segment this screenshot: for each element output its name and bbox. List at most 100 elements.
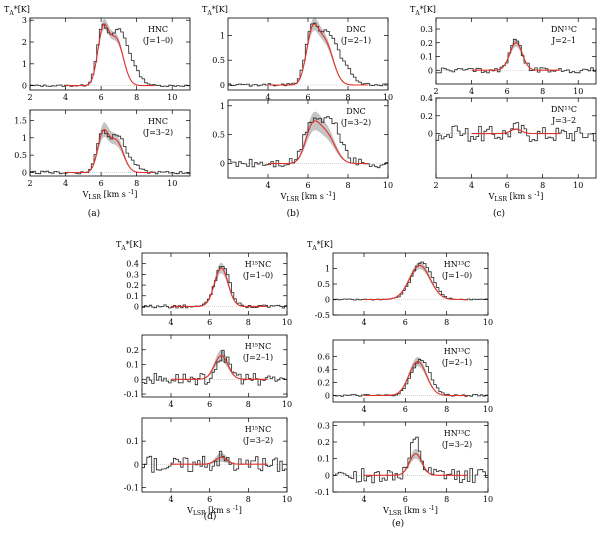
x-axis-unit-exponent: -1	[128, 189, 134, 196]
x-tick-label: 6	[99, 93, 104, 102]
x-axis-symbol: V	[382, 506, 389, 515]
observed-spectrum	[436, 122, 596, 142]
panel-c1: 2 4 6 8 10 0 0.1 0.2 0.3 DN¹³C J=2–1 TA*[K]	[410, 5, 597, 96]
species-label: HN¹³C	[444, 347, 471, 356]
x-tick-label: 6	[305, 181, 310, 190]
x-tick-label: 6	[403, 405, 408, 414]
x-axis-subscript: LSR	[494, 196, 507, 203]
x-axis-title: VLSR [km s -1]	[186, 505, 242, 517]
model-band	[142, 452, 287, 465]
y-axis-unit: *[K]	[126, 240, 142, 249]
x-tick-label: 8	[246, 400, 251, 409]
model-fit-line	[364, 264, 468, 301]
x-axis-unit-exponent: -1	[534, 191, 540, 198]
x-tick-label: 10	[383, 93, 393, 102]
x-tick-label: 8	[540, 181, 545, 190]
panel-a2: 2 4 6 8 10 0 0.5 1 1.5 HNC (J=3–2) VLSR [km s -1]	[14, 109, 191, 201]
species-label: H¹⁵NC	[245, 425, 272, 434]
plot-area	[436, 122, 596, 142]
x-tick-label: 4	[168, 318, 173, 327]
y-tick-label: 0	[220, 160, 225, 169]
y-axis-unit: *[K]	[212, 5, 228, 14]
y-axis-title: TA*[K]	[4, 5, 30, 17]
observed-spectrum	[228, 22, 388, 87]
x-axis-unit-close: ]	[134, 190, 137, 199]
x-axis-unit-exponent: -1	[429, 505, 435, 512]
x-axis-unit: [km s	[101, 190, 128, 199]
transition-label: (J=3–2)	[442, 440, 472, 449]
y-tick-label: 0	[134, 375, 139, 384]
x-tick-label: 8	[444, 495, 449, 504]
x-tick-label: 10	[167, 93, 177, 102]
y-axis-symbol: T	[202, 5, 208, 14]
species-label: DN¹³C	[551, 105, 577, 114]
plot-area	[142, 262, 287, 309]
x-tick-label: 6	[505, 181, 510, 190]
x-axis-title: VLSR [km s -1]	[280, 191, 336, 203]
plot-area	[333, 261, 488, 301]
transition-label: (J=2–1)	[442, 358, 472, 367]
x-tick-label: 8	[246, 318, 251, 327]
y-axis-subscript: A	[414, 10, 420, 17]
y-axis-title: TA*[K]	[202, 5, 228, 17]
transition-label: (J=2–1)	[341, 36, 371, 45]
x-tick-label: 2	[27, 179, 32, 188]
transition-label: (J=2–1)	[243, 353, 273, 362]
x-axis-unit: [km s	[206, 506, 233, 515]
y-tick-label: 0	[134, 302, 139, 311]
x-tick-label: 8	[444, 405, 449, 414]
species-label: HNC	[148, 25, 168, 34]
x-axis-symbol: V	[488, 192, 495, 201]
x-tick-label: 10	[383, 181, 393, 190]
x-tick-label: 10	[282, 495, 292, 504]
x-tick-label: 2	[433, 87, 438, 96]
x-tick-label: 8	[345, 181, 350, 190]
plot-area	[333, 436, 488, 484]
transition-label: (J=3–2)	[143, 128, 173, 137]
observed-spectrum	[30, 130, 190, 175]
y-tick-label: 0.2	[126, 346, 139, 355]
y-axis-symbol: T	[4, 5, 10, 14]
x-tick-label: 10	[282, 318, 292, 327]
plot-area	[142, 349, 287, 386]
x-axis-symbol: V	[82, 190, 89, 199]
panel-e1: 4 6 8 10 -0.5 0 0.5 1 HN¹³C (J=1–0) TA*[K]	[307, 240, 493, 327]
species-label: HN¹³C	[444, 429, 471, 438]
x-tick-label: 6	[403, 318, 408, 327]
x-tick-label: 10	[573, 87, 583, 96]
x-axis-unit: [km s	[402, 506, 429, 515]
y-tick-label: 0.5	[212, 131, 225, 140]
observed-spectrum	[333, 436, 488, 484]
x-tick-label: 2	[27, 93, 32, 102]
transition-label: (J=3–2)	[243, 436, 273, 445]
x-tick-label: 4	[361, 495, 366, 504]
model-fit-line	[171, 267, 268, 307]
panel-e3: 4 6 8 10 -0.1 0 0.1 0.2 0.3 HN¹³C (J=3–2) VLSR [km …	[315, 421, 494, 517]
y-tick-label: 0	[325, 471, 330, 480]
x-axis-unit: [km s	[507, 192, 534, 201]
y-tick-label: 0.3	[420, 25, 433, 34]
x-axis-title: VLSR [km s -1]	[488, 191, 544, 203]
x-tick-label: 8	[134, 179, 139, 188]
model-fit-line	[471, 128, 561, 135]
x-tick-label: 4	[63, 179, 68, 188]
y-tick-label: 2	[22, 38, 27, 47]
panel-frame	[332, 339, 489, 403]
y-tick-label: -0.1	[124, 483, 139, 492]
species-label: HNC	[148, 117, 168, 126]
panel-frame	[141, 417, 288, 493]
y-axis-subscript: A	[206, 10, 212, 17]
plot-area	[436, 38, 596, 74]
model-band	[436, 38, 596, 71]
x-axis-subscript: LSR	[389, 510, 402, 517]
y-tick-label: -0.5	[315, 311, 330, 320]
panel-d1: 4 6 8 10 00.1 0.2 0.30.4 H¹⁵NC (J=1–0) TA*[K]	[116, 240, 292, 327]
panel-frame	[332, 421, 489, 493]
x-tick-label: 6	[207, 318, 212, 327]
x-axis-unit-close: ]	[435, 506, 438, 515]
model-band	[228, 111, 388, 164]
x-tick-label: 6	[305, 93, 310, 102]
species-label: DNC	[346, 25, 366, 34]
transition-label: J=2–1	[551, 36, 576, 45]
